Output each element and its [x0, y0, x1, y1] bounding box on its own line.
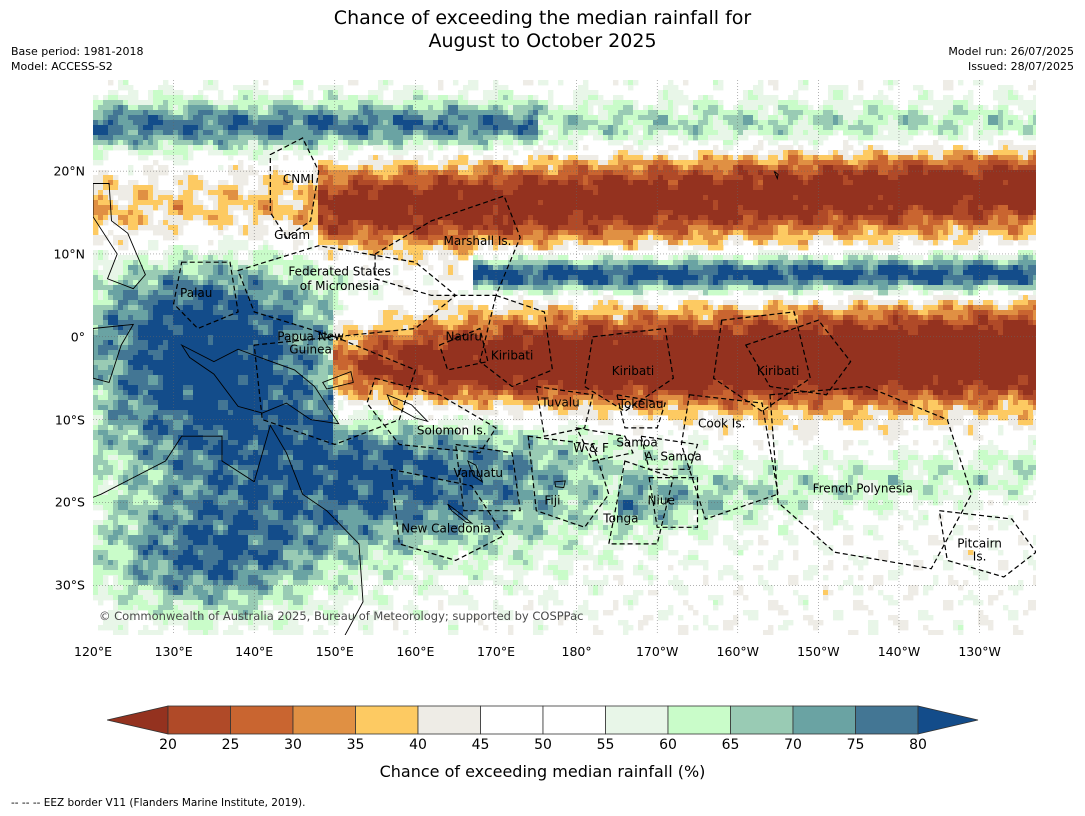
- meta-left: Base period: 1981-2018 Model: ACCESS-S2: [11, 44, 143, 74]
- colorbar-segment: [856, 706, 919, 734]
- meta-right: Model run: 26/07/2025 Issued: 28/07/2025: [948, 44, 1074, 74]
- latitude-tick-label: 30°S: [15, 578, 85, 593]
- colorbar-segment: [356, 706, 419, 734]
- colorbar-tick-label: 80: [909, 737, 927, 753]
- longitude-tick-label: 130°W: [958, 644, 1000, 659]
- colorbar-segment: [793, 706, 856, 734]
- latitude-tick-label: 20°N: [15, 164, 85, 179]
- colorbar-tick-label: 35: [347, 737, 365, 753]
- region-label: Niue: [648, 493, 675, 507]
- latitude-tick-label: 10°N: [15, 246, 85, 261]
- colorbar: [107, 700, 979, 740]
- region-label: Federated States: [288, 265, 390, 279]
- rainfall-map[interactable]: CNMI Guam Marshall Is. Federated States of M…: [93, 80, 1036, 635]
- region-label: Cook Is.: [698, 416, 745, 430]
- colorbar-tick-label: 30: [284, 737, 302, 753]
- region-label: W & F: [573, 441, 609, 455]
- colorbar-segment: [168, 706, 231, 734]
- region-label: Marshall Is.: [444, 234, 512, 248]
- region-label: Vanuatu: [454, 466, 504, 480]
- colorbar-tick-label: 60: [659, 737, 677, 753]
- colorbar-tick-label: 70: [784, 737, 802, 753]
- colorbar-segment: [543, 706, 606, 734]
- copyright-text: © Commonwealth of Australia 2025, Bureau…: [99, 609, 583, 623]
- region-label: Nauru: [446, 329, 482, 343]
- latitude-tick-label: 0°: [15, 329, 85, 344]
- title-line-2: August to October 2025: [0, 30, 1085, 53]
- colorbar-segment: [731, 706, 794, 734]
- colorbar-segment: [231, 706, 294, 734]
- longitude-tick-label: 180°: [562, 644, 592, 659]
- region-label: French Polynesia: [813, 482, 913, 496]
- longitude-tick-label: 160°E: [396, 644, 434, 659]
- region-label: of Micronesia: [300, 279, 380, 293]
- region-label: Samoa: [616, 435, 657, 449]
- region-label: New Caledonia: [401, 522, 491, 536]
- colorbar-high-extension: [918, 706, 978, 734]
- colorbar-tick-label: 50: [534, 737, 552, 753]
- region-label: Tuvalu: [540, 396, 580, 410]
- region-label: Is.: [973, 550, 987, 564]
- longitude-tick-label: 140°E: [235, 644, 273, 659]
- footer-note: -- -- -- EEZ border V11 (Flanders Marine…: [11, 797, 305, 809]
- model-run-text: Model run: 26/07/2025: [948, 44, 1074, 59]
- colorbar-segment: [606, 706, 669, 734]
- longitude-tick-label: 150°E: [316, 644, 354, 659]
- region-label: Solomon Is.: [417, 424, 487, 438]
- region-label: Palau: [180, 286, 212, 300]
- title-line-1: Chance of exceeding the median rainfall …: [0, 7, 1085, 30]
- region-label: Tokelau: [618, 397, 664, 411]
- colorbar-tick-label: 20: [159, 737, 177, 753]
- latitude-tick-label: 10°S: [15, 412, 85, 427]
- region-label: Kiribati: [757, 364, 799, 378]
- colorbar-tick-label: 40: [409, 737, 427, 753]
- region-label: A. Samoa: [645, 449, 702, 463]
- colorbar-tick-label: 55: [597, 737, 615, 753]
- model-text: Model: ACCESS-S2: [11, 59, 143, 74]
- colorbar-tick-label: 75: [847, 737, 865, 753]
- latitude-tick-label: 20°S: [15, 495, 85, 510]
- colorbar-low-extension: [107, 706, 168, 734]
- colorbar-tick-label: 25: [222, 737, 240, 753]
- longitude-tick-label: 130°E: [155, 644, 193, 659]
- region-label: Guinea: [289, 343, 332, 357]
- chart-title: Chance of exceeding the median rainfall …: [0, 7, 1085, 53]
- colorbar-segment: [481, 706, 544, 734]
- issued-text: Issued: 28/07/2025: [948, 59, 1074, 74]
- colorbar-segment: [418, 706, 481, 734]
- colorbar-tick-label: 65: [722, 737, 740, 753]
- longitude-tick-label: 140°W: [878, 644, 920, 659]
- region-label: Kiribati: [612, 364, 654, 378]
- base-period-text: Base period: 1981-2018: [11, 44, 143, 59]
- region-label: Kiribati: [491, 348, 533, 362]
- region-label: Pitcairn: [957, 536, 1002, 550]
- region-label: CNMI: [283, 172, 314, 186]
- colorbar-segment: [293, 706, 356, 734]
- longitude-tick-label: 120°E: [74, 644, 112, 659]
- longitude-tick-label: 160°W: [717, 644, 759, 659]
- region-label: Papua New: [277, 329, 344, 343]
- longitude-tick-label: 170°W: [636, 644, 678, 659]
- region-label: Guam: [274, 228, 310, 242]
- longitude-tick-label: 170°E: [477, 644, 515, 659]
- colorbar-segment: [668, 706, 731, 734]
- region-label: Fiji: [544, 493, 560, 507]
- colorbar-label: Chance of exceeding median rainfall (%): [0, 762, 1085, 781]
- longitude-tick-label: 150°W: [797, 644, 839, 659]
- region-label: Tonga: [602, 512, 638, 526]
- colorbar-tick-label: 45: [472, 737, 490, 753]
